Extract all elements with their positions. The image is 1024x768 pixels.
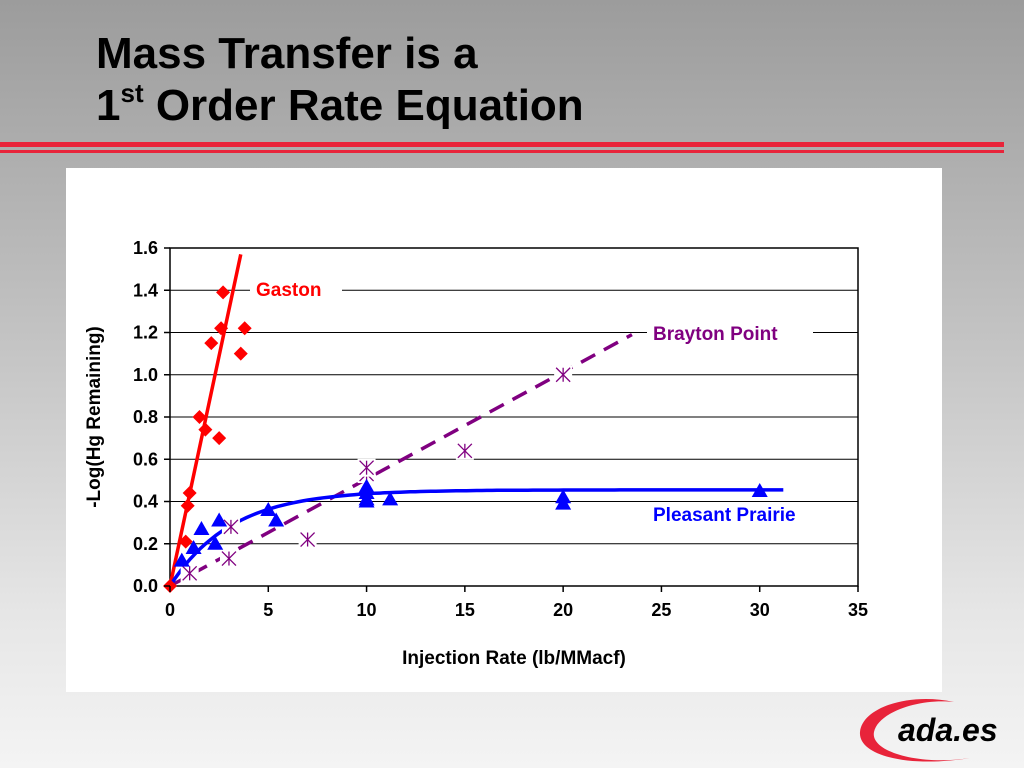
- ada-es-logo: ada.es: [859, 698, 998, 762]
- x-tick-label: 30: [750, 600, 770, 620]
- y-tick-label: 1.4: [133, 280, 158, 300]
- y-tick-label: 0.4: [133, 492, 158, 512]
- x-tick-label: 0: [165, 600, 175, 620]
- title-line-2-number: 1: [96, 81, 121, 130]
- gaston-point: [214, 321, 229, 336]
- x-axis-title: Injection Rate (lb/MMacf): [402, 648, 626, 669]
- gaston-point: [204, 336, 219, 351]
- brayton-point-point: [180, 564, 199, 583]
- scatter-chart: 0.0 0.2 0.4 0.6 0.8 1.0 1.2 1.4 1.6 0 5 10 15 20 25 30 3…: [84, 238, 868, 669]
- brayton-point-label-background: [647, 321, 813, 347]
- title-divider-bottom: [0, 150, 1004, 153]
- gaston-fit-line: [168, 253, 243, 587]
- y-tick-label: 0.6: [133, 449, 158, 469]
- x-tick-label: 5: [263, 600, 273, 620]
- gaston-point: [182, 486, 197, 501]
- pleasant-prairie-point: [211, 512, 228, 527]
- pleasant-prairie-fit-curve: [168, 488, 784, 587]
- title-line-1: Mass Transfer is a: [96, 29, 478, 78]
- pleasant-prairie-point: [555, 489, 572, 504]
- x-tick-label: 10: [357, 600, 377, 620]
- y-tick-label: 0.0: [133, 576, 158, 596]
- pleasant-prairie-point: [193, 520, 210, 535]
- chart-panel: 0.0 0.2 0.4 0.6 0.8 1.0 1.2 1.4 1.6 0 5 10 15 20 25 30 3…: [66, 168, 942, 692]
- gaston-label: Gaston: [256, 280, 321, 301]
- pleasant-prairie-point: [268, 512, 285, 527]
- gaston-point: [180, 498, 195, 513]
- gaston-point: [212, 431, 227, 446]
- brayton-point-point: [357, 458, 376, 477]
- pleasant-prairie-point: [207, 535, 224, 550]
- axis-ticks: 0.0 0.2 0.4 0.6 0.8 1.0 1.2 1.4 1.6 0 5 10 15 20 25 30 3…: [133, 238, 868, 620]
- pleasant-prairie-label-background: [647, 502, 831, 528]
- gaston-point: [198, 422, 213, 437]
- brayton-point-point: [219, 549, 238, 568]
- fit-lines: [168, 253, 784, 588]
- data-markers: [163, 285, 768, 593]
- x-tick-label: 20: [553, 600, 573, 620]
- brayton-point-label: Brayton Point: [653, 324, 778, 345]
- y-tick-label: 1.6: [133, 238, 158, 258]
- y-axis-title: -Log(Hg Remaining): [84, 326, 105, 508]
- title-line-2-rest: Order Rate Equation: [143, 81, 584, 130]
- brayton-point-point: [455, 441, 474, 460]
- y-tick-label: 0.2: [133, 534, 158, 554]
- logo-swoosh: [859, 698, 970, 762]
- pleasant-prairie-label: Pleasant Prairie: [653, 505, 796, 526]
- gaston-label-background: [250, 277, 342, 303]
- title-line-2-superscript: st: [120, 78, 144, 108]
- x-tick-label: 15: [455, 600, 475, 620]
- gaston-point: [233, 346, 248, 361]
- y-tick-label: 0.8: [133, 407, 158, 427]
- x-tick-label: 25: [651, 600, 671, 620]
- gaston-point: [237, 321, 252, 336]
- pleasant-prairie-point: [260, 501, 277, 516]
- slide-title: Mass Transfer is a 1st Order Rate Equatio…: [96, 28, 584, 132]
- logo-text: ada.es: [898, 712, 998, 748]
- x-tick-label: 35: [848, 600, 868, 620]
- title-divider-top: [0, 142, 1004, 147]
- y-tick-label: 1.2: [133, 323, 158, 343]
- gaston-point: [216, 285, 231, 300]
- gaston-point: [178, 534, 193, 549]
- series-labels: Gaston Brayton Point Pleasant Prairie: [250, 277, 831, 528]
- y-tick-label: 1.0: [133, 365, 158, 385]
- gaston-point: [192, 410, 207, 424]
- brayton-point-point: [298, 530, 317, 549]
- pleasant-prairie-point: [382, 491, 399, 506]
- brayton-point-fit-line: [169, 333, 633, 588]
- brayton-point-point: [221, 517, 240, 536]
- pleasant-prairie-point: [358, 478, 375, 493]
- brayton-point-point: [554, 365, 573, 384]
- pleasant-prairie-point: [751, 482, 768, 497]
- pleasant-prairie-point: [185, 539, 202, 554]
- pleasant-prairie-point: [173, 552, 190, 567]
